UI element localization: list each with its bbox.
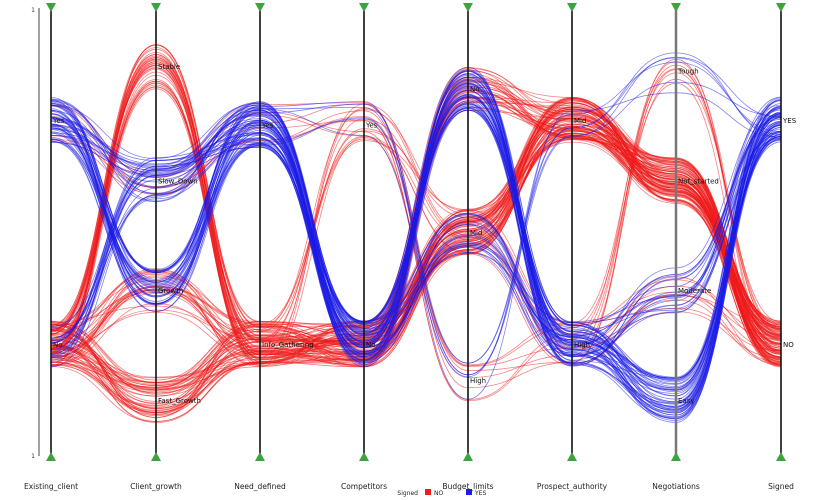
polyline-no [50, 138, 782, 407]
axis-top-handle[interactable] [567, 3, 577, 12]
polyline-no [50, 110, 782, 389]
axis-top-handle[interactable] [151, 3, 161, 12]
axis-bottom-label: 1 [31, 453, 35, 460]
polyline-yes [50, 83, 782, 348]
legend: Signed NO YES [397, 489, 486, 497]
axis-top-handle[interactable] [359, 3, 369, 12]
polyline-no [50, 130, 782, 387]
axis-top-handle[interactable] [46, 3, 56, 12]
category-label: High [574, 341, 590, 349]
axis-top-label: 1 [31, 7, 35, 14]
axis-name: Signed [768, 482, 794, 491]
polyline-yes [50, 92, 782, 400]
category-labels-layer: Yes No Stable Slow_Down Growth Fast_Growth Yes… [52, 63, 797, 405]
polyline-yes [50, 112, 782, 391]
polyline-yes [50, 61, 782, 378]
category-label: Easy [678, 397, 695, 405]
polyline-no [50, 107, 782, 391]
axis-name: Client_growth [130, 482, 182, 491]
axis-bottom-handle[interactable] [567, 452, 577, 461]
category-label: Yes [261, 121, 274, 129]
category-label: No [53, 341, 63, 349]
legend-label-yes: YES [474, 490, 486, 497]
category-label: High [470, 377, 486, 385]
axis-name: Budget_limits [442, 482, 493, 491]
category-label: Tough [677, 68, 699, 76]
category-label: Fast_Growth [158, 397, 201, 405]
category-label: Mid [470, 229, 482, 237]
axis-top-handle[interactable] [255, 3, 265, 12]
axis-top-handle[interactable] [671, 3, 681, 12]
axes-layer [46, 3, 786, 461]
polyline-yes [50, 57, 782, 376]
axis-name: Need_defined [234, 482, 286, 491]
polyline-no [50, 69, 782, 371]
legend-swatch-yes [466, 489, 472, 495]
category-label: Yes [365, 121, 378, 129]
category-label: Moderate [678, 287, 711, 295]
axis-bottom-handle[interactable] [776, 452, 786, 461]
category-label: YES [782, 117, 797, 125]
category-label: Mid [574, 117, 586, 125]
axis-bottom-handle[interactable] [255, 452, 265, 461]
axis-names-layer: Existing_client Client_growth Need_defined… [24, 482, 794, 491]
axis-bottom-handle[interactable] [463, 452, 473, 461]
category-label: Yes [52, 117, 65, 125]
legend-swatch-no [425, 489, 431, 495]
polyline-yes [50, 76, 782, 421]
axis-bottom-handle[interactable] [151, 452, 161, 461]
category-label: Info_Gathering [262, 341, 314, 349]
category-label: Slow_Down [158, 177, 198, 185]
category-label: Not_started [678, 177, 719, 185]
polyline-no [50, 128, 782, 391]
polyline-yes [50, 102, 782, 356]
axis-top-handle[interactable] [776, 3, 786, 12]
polyline-yes [50, 52, 782, 364]
legend-title: Signed [397, 490, 418, 497]
category-label: No [366, 341, 376, 349]
polyline-yes [50, 104, 782, 394]
category-label: No [470, 86, 480, 94]
axis-name: Existing_client [24, 482, 78, 491]
axis-name: Negotiations [652, 482, 700, 491]
category-label: Stable [158, 63, 180, 71]
axis-bottom-handle[interactable] [359, 452, 369, 461]
axis-top-handle[interactable] [463, 3, 473, 12]
axis-name: Prospect_authority [537, 482, 608, 491]
axis-bottom-handle[interactable] [46, 452, 56, 461]
legend-label-no: NO [434, 490, 443, 497]
category-label: Growth [158, 287, 183, 295]
axis-name: Competitors [341, 482, 387, 491]
polyline-yes [50, 81, 782, 364]
category-label: NO [783, 341, 794, 349]
polyline-no [50, 135, 782, 414]
axis-bottom-handle[interactable] [671, 452, 681, 461]
polyline-no [50, 109, 782, 383]
